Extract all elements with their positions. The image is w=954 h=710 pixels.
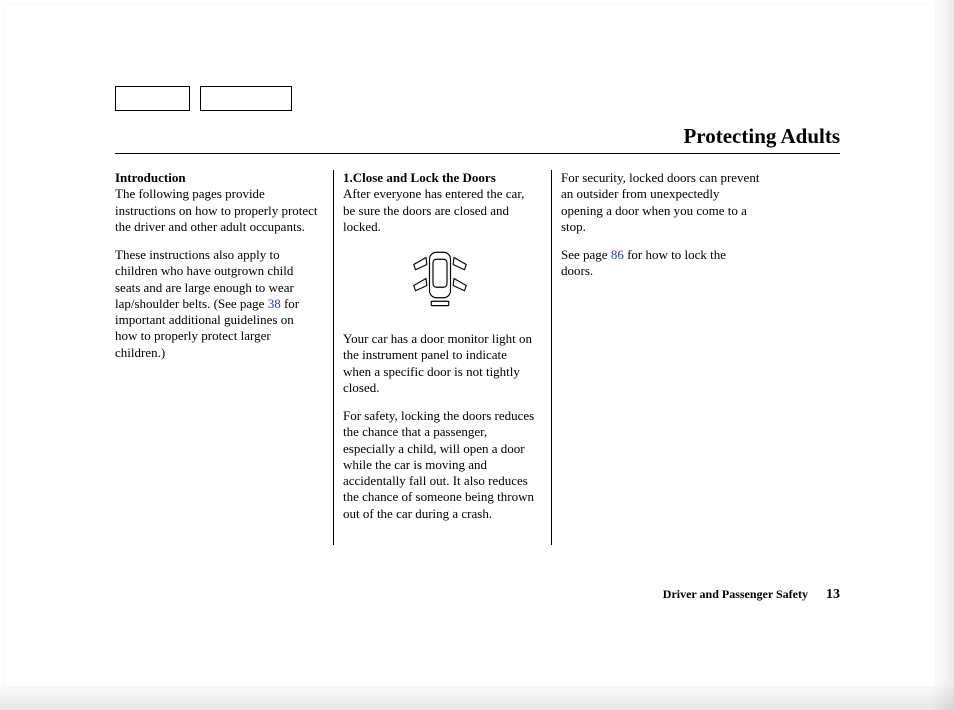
footer-page-number: 13 <box>826 587 840 603</box>
content-columns: Introduction The following pages provide… <box>115 170 840 545</box>
column-2: 1.Close and Lock the Doors After everyon… <box>333 170 551 545</box>
footer-section: Driver and Passenger Safety <box>663 587 808 602</box>
manual-page: Protecting Adults Introduction The follo… <box>0 0 954 710</box>
col2-p2: Your car has a door monitor light on the… <box>343 331 537 396</box>
page-link-86[interactable]: 86 <box>611 247 624 262</box>
car-doors-diagram <box>370 247 510 317</box>
col3-p1: For security, locked doors can prevent a… <box>561 170 761 235</box>
nav-placeholder-box[interactable] <box>115 86 190 111</box>
col3-p2a: See page <box>561 247 611 262</box>
col1-p1: The following pages provide instructions… <box>115 186 318 234</box>
col3-p2: See page 86 for how to lock the doors. <box>561 247 761 280</box>
nav-placeholder-group <box>115 86 292 111</box>
page-link-38[interactable]: 38 <box>268 296 281 311</box>
column-3: For security, locked doors can prevent a… <box>551 170 840 545</box>
page-title: Protecting Adults <box>683 124 840 149</box>
col1-heading: Introduction <box>115 170 186 185</box>
page-footer: Driver and Passenger Safety 13 <box>663 587 840 603</box>
column-1: Introduction The following pages provide… <box>115 170 333 545</box>
col2-p1: After everyone has entered the car, be s… <box>343 186 524 234</box>
nav-placeholder-box[interactable] <box>200 86 292 111</box>
column-divider <box>333 170 334 545</box>
title-rule <box>115 153 840 154</box>
column-divider <box>551 170 552 545</box>
col1-p2: These instructions also apply to childre… <box>115 247 319 361</box>
col2-p3: For safety, locking the doors reduces th… <box>343 408 537 522</box>
col2-heading: 1.Close and Lock the Doors <box>343 170 496 185</box>
